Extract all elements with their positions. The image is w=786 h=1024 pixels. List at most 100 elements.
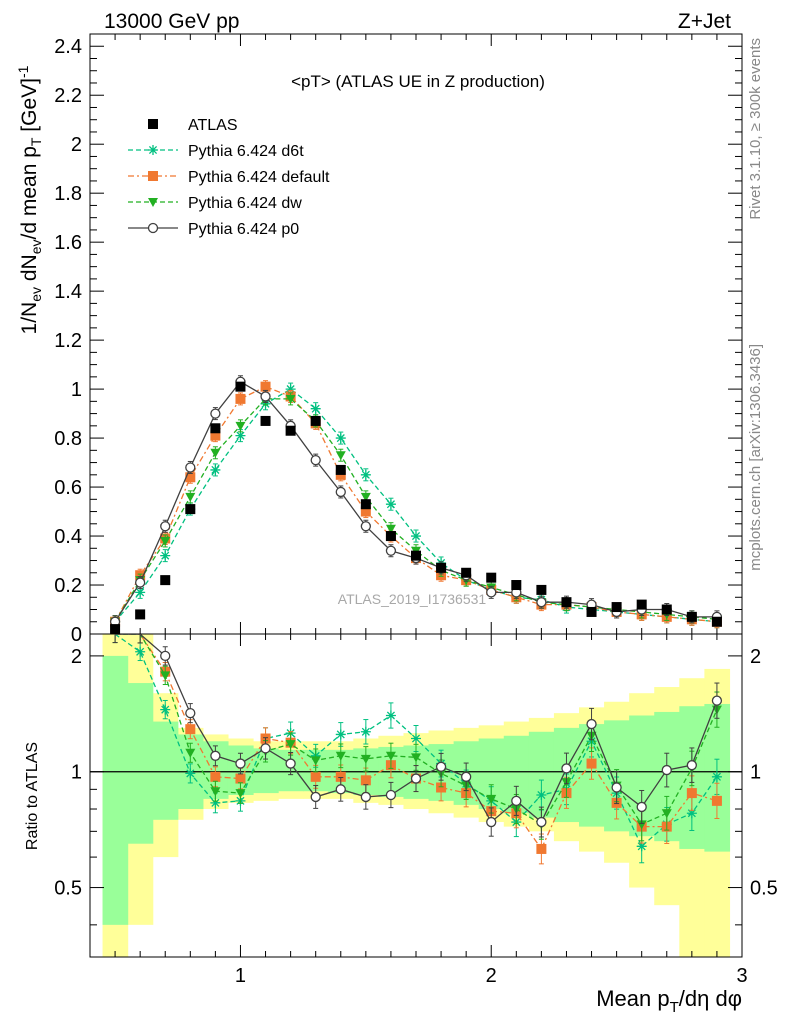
data-point-dw: [235, 421, 246, 431]
series-atlas-main: [110, 381, 722, 634]
legend-label-d6t: Pythia 6.424 d6t: [188, 143, 304, 160]
ratio-point-default: [360, 775, 371, 786]
ratio-point-p0: [711, 695, 723, 706]
ratio-point-default: [711, 795, 722, 806]
legend-label-atlas: ATLAS: [188, 117, 238, 134]
header-right-label: Z+Jet: [678, 10, 731, 33]
ratio-point-p0: [210, 750, 221, 761]
ratio-point-d6t: [135, 646, 146, 657]
series-line-default: [114, 385, 717, 623]
ratio-point-p0: [285, 758, 296, 769]
data-point-atlas: [360, 499, 371, 510]
data-point-p0: [360, 521, 371, 532]
y-tick-label-main: 2: [71, 134, 82, 156]
data-point-p0: [260, 391, 271, 402]
band-inner-bin: [127, 683, 154, 844]
data-series: [109, 375, 723, 634]
ratio-point-default: [310, 771, 321, 782]
x-tick-label: 2: [486, 965, 497, 987]
data-point-atlas: [285, 425, 296, 436]
legend-label-default: Pythia 6.424 default: [188, 169, 330, 186]
ratio-uncertainty-bands: [102, 634, 731, 957]
ratio-series-p0: [112, 634, 723, 838]
ratio-point-p0: [360, 791, 371, 803]
data-point-atlas: [385, 531, 396, 542]
data-point-atlas: [135, 609, 146, 620]
data-point-atlas: [486, 572, 497, 583]
ratio-point-dw: [160, 671, 171, 681]
data-point-atlas: [310, 415, 321, 426]
main-chart-title: <pT> (ATLAS UE in Z production): [291, 72, 545, 91]
watermark-label: ATLAS_2019_I1736531: [338, 591, 487, 607]
data-point-p0: [310, 454, 321, 466]
band-inner-bin: [152, 721, 179, 820]
data-point-p0: [135, 577, 146, 588]
ratio-point-dw: [486, 794, 497, 804]
y-tick-label-ratio: 2: [71, 646, 82, 668]
ratio-point-dw: [335, 751, 346, 761]
y-tick-label-main: 2.4: [54, 36, 82, 58]
ratio-point-d6t: [536, 790, 547, 801]
y-tick-label-main: 1.2: [54, 330, 82, 352]
ratio-point-default: [586, 758, 597, 769]
data-point-atlas: [235, 381, 246, 392]
data-point-atlas: [110, 624, 121, 634]
ratio-point-dw: [636, 820, 647, 830]
legend-entry-default: Pythia 6.424 default: [128, 169, 330, 186]
ratio-point-p0: [661, 764, 672, 776]
legend: ATLAS Pythia 6.424 d6t Pythia 6.424 defaul…: [128, 117, 330, 238]
data-point-atlas: [536, 584, 547, 595]
ratio-point-default: [686, 788, 697, 799]
data-point-p0: [185, 462, 196, 473]
ratio-point-d6t: [160, 704, 171, 715]
ratio-point-p0: [260, 743, 271, 754]
ratio-point-default: [335, 771, 346, 782]
ratio-point-d6t: [385, 710, 396, 721]
data-point-atlas: [411, 550, 421, 561]
legend-label-dw: Pythia 6.424 dw: [188, 195, 302, 212]
legend-marker-default: [148, 171, 158, 181]
data-point-atlas: [436, 562, 447, 573]
data-point-dw: [210, 448, 221, 458]
y-tick-label-ratio-right: 0.5: [750, 878, 778, 900]
ratio-point-p0: [385, 789, 397, 801]
axes-frames: 1 2 3 0 0.2 0.4 0.6 0.8 1 1.2 1.4 1.6 1.8 2 2.2 2.4 0.5 0…: [54, 33, 778, 987]
data-point-atlas: [561, 597, 572, 608]
series-line-p0: [114, 380, 717, 623]
data-point-atlas: [686, 611, 697, 622]
ratio-y-axis-label: Ratio to ATLAS: [24, 742, 41, 850]
main-y-axis-label: 1/Nev dNev/d mean pT [GeV]-1: [15, 65, 44, 334]
y-tick-label-main: 1.4: [54, 281, 82, 303]
ratio-point-dw: [385, 751, 396, 761]
ratio-point-dw: [285, 740, 296, 750]
data-point-default: [210, 430, 221, 441]
data-point-atlas: [210, 423, 221, 434]
y-tick-label-main: 0.4: [54, 526, 82, 548]
data-point-dw: [285, 394, 296, 404]
series-line-d6t: [114, 388, 717, 623]
data-point-d6t: [360, 469, 371, 480]
data-point-default: [235, 393, 246, 404]
ratio-point-default: [235, 773, 246, 784]
ratio-point-p0: [160, 650, 171, 662]
data-point-p0: [385, 545, 397, 556]
ratio-point-default: [536, 843, 547, 854]
y-tick-label-main: 1: [71, 379, 82, 401]
data-point-atlas: [611, 602, 622, 613]
ratio-point-p0: [486, 816, 497, 828]
ratio-point-p0: [586, 718, 597, 730]
legend-label-p0: Pythia 6.424 p0: [188, 221, 299, 238]
ratio-point-dw: [360, 754, 371, 764]
data-point-p0: [210, 408, 221, 419]
series-line-dw: [114, 398, 717, 623]
y-tick-label-ratio: 1: [71, 762, 82, 784]
y-tick-label-ratio: 0.5: [54, 878, 82, 900]
data-point-p0: [160, 521, 171, 532]
data-point-default: [185, 472, 196, 483]
ratio-point-dw: [235, 789, 246, 799]
ratio-point-p0: [335, 784, 346, 795]
ratio-point-dw: [411, 753, 421, 763]
series-p0-main: [109, 375, 723, 629]
data-point-atlas: [511, 580, 522, 591]
y-tick-label-ratio-right: 1: [750, 762, 761, 784]
